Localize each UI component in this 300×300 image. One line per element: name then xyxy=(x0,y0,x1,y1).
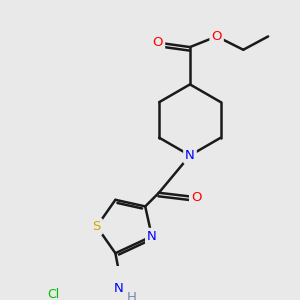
Text: N: N xyxy=(185,149,195,162)
Text: O: O xyxy=(153,36,163,49)
Text: N: N xyxy=(114,282,124,295)
Text: O: O xyxy=(212,30,222,43)
Text: O: O xyxy=(191,191,201,204)
Text: N: N xyxy=(147,230,157,243)
Text: Cl: Cl xyxy=(47,288,60,300)
Text: H: H xyxy=(127,291,136,300)
Text: S: S xyxy=(92,220,101,233)
